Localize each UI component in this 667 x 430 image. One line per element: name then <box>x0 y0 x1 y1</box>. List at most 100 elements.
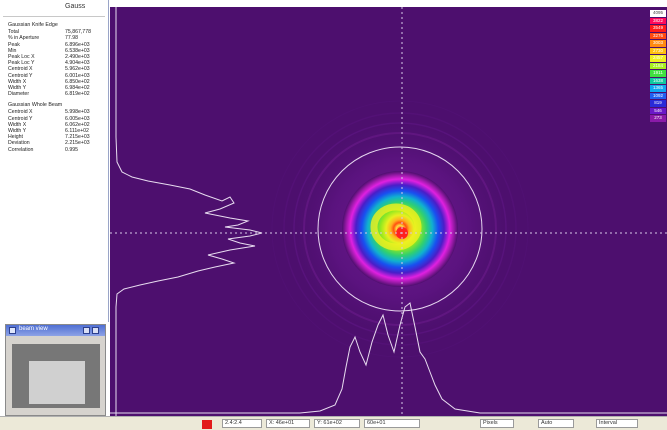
result-value: 6.896e+03 <box>65 41 90 48</box>
result-row: Width X 6.062e+02 <box>0 122 108 128</box>
result-value: 6.111e+02 <box>65 128 89 135</box>
diffraction-ring <box>271 100 529 358</box>
result-label: Centroid Y <box>8 115 33 122</box>
knife-edge-results: Total 75,867,778 % in Aperture 77.98 Peak 6.8… <box>0 29 108 97</box>
result-label: Width X <box>8 78 27 85</box>
status-field-auto[interactable]: Auto <box>538 419 574 428</box>
result-value: 6.062e+02 <box>65 121 90 128</box>
result-value: 2.490e+03 <box>65 53 90 60</box>
status-bar: 2.4:2.4 X: 46e+01 Y: 61e+02 60e+01 Pixel… <box>0 416 667 430</box>
whole-beam-results: Centroid X 5.998e+03 Centroid Y 6.005e+03 Wi… <box>0 109 108 152</box>
result-row: Centroid Y 6.005e+03 <box>0 116 108 122</box>
result-value: 2.215e+03 <box>65 140 90 147</box>
result-value: 6.538e+03 <box>65 47 90 54</box>
diffraction-ring <box>283 112 517 346</box>
result-row: Width Y 6.984e+02 <box>0 85 108 91</box>
status-field-aspect[interactable]: 2.4:2.4 <box>222 419 262 428</box>
section-title-knife-edge: Gaussian Knife Edge <box>8 22 58 28</box>
legend-swatch: 819 <box>650 100 666 107</box>
result-row: Total 75,867,778 <box>0 29 108 35</box>
legend-swatch: 2730 <box>650 47 666 54</box>
result-row: Centroid Y 6.001e+03 <box>0 73 108 79</box>
result-value: 6.850e+02 <box>65 78 90 85</box>
result-value: 77.98 <box>65 35 78 42</box>
results-panel-header: Gauss <box>3 2 105 17</box>
result-row: Correlation 0.995 <box>0 147 108 153</box>
status-field-x[interactable]: X: 46e+01 <box>266 419 310 428</box>
result-label: Diameter <box>8 91 30 98</box>
result-label: Centroid X <box>8 109 33 116</box>
result-value: 0.995 <box>65 146 78 153</box>
result-label: Centroid X <box>8 66 33 73</box>
results-panel: Gauss Gaussian Knife Edge Total 75,867,77… <box>0 0 109 322</box>
status-field-size[interactable]: 60e+01 <box>364 419 420 428</box>
legend-swatch: 2457 <box>650 55 666 62</box>
navigator-titlebar[interactable]: beam view <box>6 325 105 336</box>
result-label: Peak Loc Y <box>8 60 35 67</box>
result-value: 6.984e+02 <box>65 84 90 91</box>
result-label: Min <box>8 47 17 54</box>
result-row: Width Y 6.111e+02 <box>0 128 108 134</box>
result-label: Correlation <box>8 146 34 153</box>
result-value: 6.001e+03 <box>65 72 90 79</box>
result-label: Width Y <box>8 84 27 91</box>
result-label: % in Aperture <box>8 35 40 42</box>
result-row: % in Aperture 77.98 <box>0 35 108 41</box>
horizontal-profile-curve <box>110 302 667 414</box>
result-row: Centroid X 5.998e+03 <box>0 109 108 115</box>
result-row: Diameter 6.819e+02 <box>0 91 108 97</box>
navigator-window[interactable]: beam view <box>5 324 106 416</box>
result-value: 7.215e+03 <box>65 134 90 141</box>
result-row: Height 7.215e+03 <box>0 134 108 140</box>
result-row: Peak Loc X 2.490e+03 <box>0 54 108 60</box>
result-row: Width X 6.850e+02 <box>0 79 108 85</box>
legend-swatch: 546 <box>650 107 666 114</box>
result-value: 6.005e+03 <box>65 115 90 122</box>
result-value: 5.998e+03 <box>65 109 90 116</box>
result-label: Centroid Y <box>8 72 33 79</box>
status-field-units[interactable]: Pixels <box>480 419 514 428</box>
legend-swatch: 4095 <box>650 10 666 17</box>
legend-swatch: 2184 <box>650 62 666 69</box>
legend-swatch: 3003 <box>650 40 666 47</box>
result-label: Width X <box>8 121 27 128</box>
navigator-thumbnail[interactable] <box>12 344 100 408</box>
legend-swatch: 1911 <box>650 70 666 77</box>
result-label: Width Y <box>8 128 27 135</box>
aperture-circle[interactable] <box>317 146 483 312</box>
color-scale-legend: 4095 3822 3549 3276 3003 2730 2457 2184 1911 1638… <box>650 10 666 123</box>
legend-swatch: 1092 <box>650 92 666 99</box>
navigator-viewport-frame[interactable] <box>29 361 85 404</box>
section-title-whole-beam: Gaussian Whole Beam <box>8 102 63 109</box>
legend-swatch: 3549 <box>650 25 666 32</box>
results-panel-title: Gauss <box>65 3 86 10</box>
result-value: 5.962e+03 <box>65 66 90 73</box>
result-row: Centroid X 5.962e+03 <box>0 66 108 72</box>
result-label: Peak <box>8 41 20 48</box>
result-label: Height <box>8 134 23 141</box>
legend-swatch: 3822 <box>650 17 666 24</box>
result-label: Peak Loc X <box>8 53 35 60</box>
result-label: Total <box>8 29 19 36</box>
minimize-icon[interactable] <box>83 327 90 334</box>
status-field-interval[interactable]: Interval <box>596 419 638 428</box>
result-value: 75,867,778 <box>65 29 91 36</box>
result-row: Peak Loc Y 4.904e+03 <box>0 60 108 66</box>
result-row: Deviation 2.215e+03 <box>0 140 108 146</box>
legend-swatch: 1638 <box>650 77 666 84</box>
close-icon[interactable] <box>92 327 99 334</box>
legend-swatch: 3276 <box>650 32 666 39</box>
navigator-title: beam view <box>19 326 48 332</box>
window-icon <box>9 327 16 334</box>
beam-inner-ring <box>370 203 422 251</box>
result-row: Peak 6.896e+03 <box>0 42 108 48</box>
legend-swatch: 273 <box>650 115 666 122</box>
status-color-indicator <box>202 420 212 429</box>
status-field-y[interactable]: Y: 61e+02 <box>314 419 360 428</box>
result-row: Min 6.538e+03 <box>0 48 108 54</box>
result-label: Deviation <box>8 140 30 147</box>
beam-image-view[interactable] <box>110 7 667 416</box>
legend-swatch: 1365 <box>650 85 666 92</box>
vertical-profile-curve <box>115 7 263 416</box>
diffraction-ring <box>293 122 507 336</box>
